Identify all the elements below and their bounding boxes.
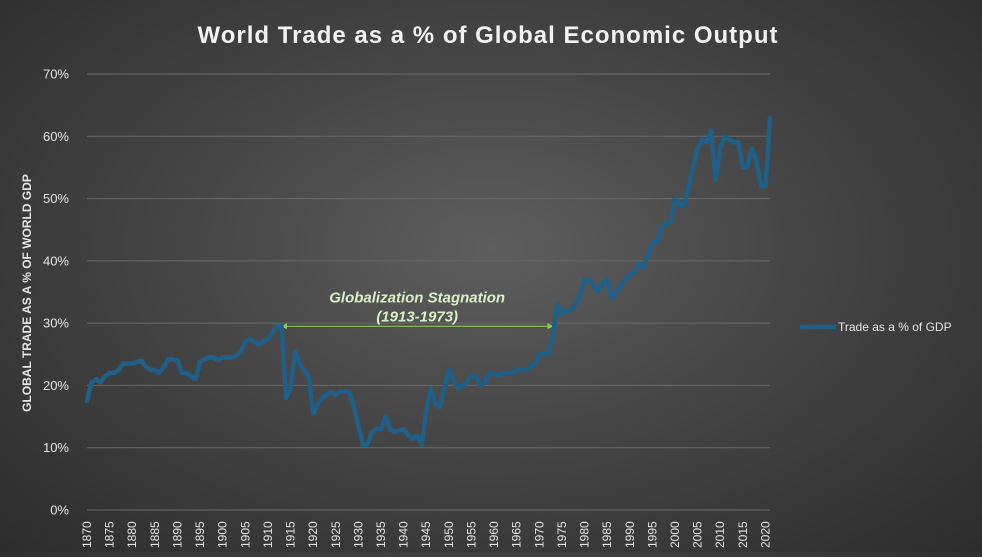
x-tick-label: 2000 [668,521,682,548]
x-tick-label: 1970 [532,521,546,548]
y-axis-label: GLOBAL TRADE AS A % OF WORLD GDP [20,174,34,412]
x-tick-label: 1955 [464,521,478,548]
x-tick-label: 2015 [736,521,750,548]
x-tick-label: 1930 [351,521,365,548]
y-tick-label: 30% [43,316,69,331]
x-tick-label: 1885 [148,521,162,548]
x-tick-label: 1990 [623,521,637,548]
series-line-trade [84,115,773,447]
y-tick-labels: 0% 10% 20% 30% 40% 50% 60% 70% [43,67,69,518]
annotation-text-line1: Globalization Stagnation [329,289,505,306]
gridlines [87,73,770,511]
x-tick-labels: 1870 1875 1880 1885 1890 1895 1900 1905 1910 1915… [80,521,772,548]
x-tick-label: 1950 [442,521,456,548]
x-tick-label: 1975 [555,521,569,548]
y-tick-label: 0% [50,503,69,518]
annotation-text-line2: (1913-1973) [376,308,458,325]
y-tick-label: 10% [43,440,69,455]
x-tick-label: 1925 [329,521,343,548]
x-tick-label: 1880 [125,521,139,548]
x-tick-label: 1915 [284,521,298,548]
x-tick-label: 2020 [758,521,772,548]
x-tick-label: 1945 [419,521,433,548]
x-tick-label: 1900 [216,521,230,548]
x-tick-label: 1875 [103,521,117,548]
x-tick-label: 1905 [238,521,252,548]
x-tick-label: 1985 [600,521,614,548]
x-tick-label: 1960 [487,521,501,548]
x-tick-label: 1980 [578,521,592,548]
x-tick-label: 2010 [713,521,727,548]
x-tick-label: 1890 [170,521,184,548]
x-tick-label: 2005 [691,521,705,548]
x-tick-label: 1995 [645,521,659,548]
y-tick-label: 50% [43,191,69,206]
legend: Trade as a % of GDP [800,320,952,334]
x-tick-label: 1920 [306,521,320,548]
x-tick-label: 1940 [397,521,411,548]
y-tick-label: 70% [43,67,69,82]
y-tick-label: 40% [43,253,69,268]
x-tick-label: 1870 [80,521,94,548]
x-tick-label: 1935 [374,521,388,548]
x-tick-label: 1965 [510,521,524,548]
y-tick-label: 20% [43,378,69,393]
chart-title: World Trade as a % of Global Economic Ou… [198,22,779,49]
legend-label: Trade as a % of GDP [838,320,952,334]
annotation: Globalization Stagnation (1913-1973) [280,289,554,330]
x-tick-label: 1895 [193,521,207,548]
y-tick-label: 60% [43,129,69,144]
x-tick-label: 1910 [261,521,275,548]
